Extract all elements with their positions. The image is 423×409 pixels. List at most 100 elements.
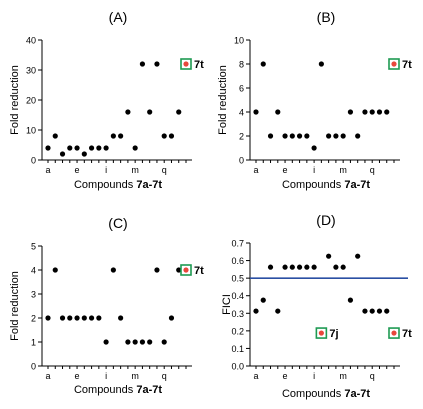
data-point-o <box>355 133 361 139</box>
data-point-c <box>59 315 66 321</box>
panel-label: (B) <box>317 9 336 25</box>
data-point-r <box>376 308 383 314</box>
data-point-g <box>296 133 303 139</box>
data-point-e <box>74 145 80 151</box>
highlight-label-7t: 7t <box>194 265 204 277</box>
highlight-label-7j: 7j <box>329 328 338 340</box>
data-point-j <box>110 133 116 139</box>
x-tick-label: a <box>45 165 50 175</box>
x-axis-label: Compounds 7a-7t <box>74 179 162 191</box>
y-tick-label: 0.0 <box>231 362 244 372</box>
chart-panel-3: (C) 0 1 2 3 4 5 a e i m q Fold reduction Compounds 7a… <box>9 215 204 396</box>
highlight-label-7t: 7t <box>402 328 412 340</box>
data-point-s <box>176 109 182 115</box>
highlight-box-7t <box>180 58 192 70</box>
x-tick-label: e <box>75 165 80 175</box>
data-point-r <box>376 109 383 115</box>
data-point-l <box>125 109 131 115</box>
data-point-f <box>81 151 87 157</box>
data-point-o <box>147 109 153 115</box>
data-point-a <box>253 308 259 314</box>
data-point-p <box>154 61 160 67</box>
y-tick-label: 2 <box>239 132 244 142</box>
data-point-j <box>318 61 324 67</box>
data-point-t <box>391 330 397 336</box>
data-point-a <box>45 145 51 151</box>
y-axis-label: FICI <box>221 294 233 315</box>
x-axis-label-compounds: 7a-7t <box>136 384 162 396</box>
data-point-q <box>369 308 375 314</box>
data-point-c <box>267 264 274 270</box>
data-point-r <box>168 315 175 321</box>
y-axis-label: Fold reduction <box>217 65 229 135</box>
data-point-f <box>81 315 87 321</box>
x-tick-label: e <box>283 371 288 381</box>
data-point-d <box>67 315 73 321</box>
y-tick-label: 30 <box>26 66 36 76</box>
data-point-o <box>147 339 153 345</box>
data-point-i <box>311 264 317 270</box>
x-tick-label: m <box>131 371 139 381</box>
data-point-t <box>183 61 189 67</box>
x-axis-label-prefix: Compounds <box>282 179 344 191</box>
data-point-p <box>154 267 160 273</box>
x-axis-label-compounds: 7a-7t <box>344 179 370 191</box>
data-point-a <box>253 109 259 115</box>
y-tick-label: 0 <box>31 156 36 166</box>
y-tick-label: 0 <box>31 362 36 372</box>
data-point-c <box>59 151 66 157</box>
data-point-i <box>103 339 109 345</box>
data-point-n <box>347 297 354 303</box>
x-tick-label: q <box>370 165 375 175</box>
data-point-g <box>296 264 303 270</box>
x-tick-label: i <box>105 371 107 381</box>
highlight-label-7t: 7t <box>402 59 412 71</box>
chart-panel-2: (B) 0 2 4 6 8 10 a e i m q Fold reduction Compounds 7… <box>217 9 412 191</box>
y-tick-label: 6 <box>239 84 244 94</box>
data-point-m <box>340 264 346 270</box>
data-point-g <box>88 315 95 321</box>
data-point-h <box>96 145 102 151</box>
data-point-k <box>326 253 332 259</box>
panel-label: (A) <box>109 9 128 25</box>
x-axis-label-prefix: Compounds <box>74 384 136 396</box>
x-axis-label-prefix: Compounds <box>74 179 136 191</box>
y-tick-label: 10 <box>234 36 244 46</box>
data-point-l <box>125 339 131 345</box>
x-tick-label: a <box>45 371 50 381</box>
data-point-m <box>340 133 346 139</box>
data-point-h <box>96 315 102 321</box>
data-point-h <box>304 133 310 139</box>
data-point-n <box>139 61 146 67</box>
data-point-i <box>103 145 109 151</box>
data-point-n <box>139 339 146 345</box>
y-axis-label: Fold reduction <box>9 271 21 341</box>
x-tick-label: e <box>283 165 288 175</box>
y-axis-label: Fold reduction <box>9 65 21 135</box>
y-tick-label: 0.4 <box>231 291 244 301</box>
y-tick-label: 0.5 <box>231 274 244 284</box>
x-tick-label: i <box>105 165 107 175</box>
chart-panel-1: (A) 0 10 20 30 40 a e i m q Fold reduction Compounds… <box>9 9 204 191</box>
data-point-q <box>369 109 375 115</box>
x-tick-label: e <box>75 371 80 381</box>
y-tick-label: 20 <box>26 96 36 106</box>
data-point-b <box>52 267 58 273</box>
chart-panel-4: (D) 0.0 0.1 0.2 0.3 0.4 0.5 0.6 0.7 a e i m q FICI Comp… <box>221 212 412 400</box>
data-point-q <box>161 339 167 345</box>
data-point-d <box>275 308 281 314</box>
panel-label: (C) <box>108 215 127 231</box>
data-point-j <box>110 267 116 273</box>
data-point-m <box>132 339 138 345</box>
data-point-d <box>275 109 281 115</box>
x-tick-label: a <box>253 371 258 381</box>
data-point-q <box>161 133 167 139</box>
highlight-box-7t <box>388 327 400 339</box>
highlight-box-7t <box>180 264 192 276</box>
y-tick-label: 0.6 <box>231 256 244 266</box>
data-point-f <box>289 133 295 139</box>
data-point-h <box>304 264 310 270</box>
data-point-c <box>267 133 274 139</box>
data-point-b <box>260 297 266 303</box>
